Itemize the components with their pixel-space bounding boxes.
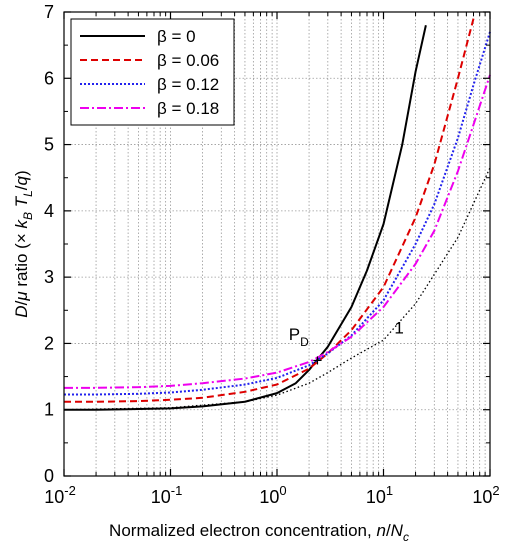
x-tick-label: 100 — [259, 483, 286, 507]
y-tick-label: 2 — [44, 333, 54, 353]
annotation-1: 1 — [394, 318, 403, 337]
y-tick-label: 7 — [44, 2, 54, 22]
series-line-0 — [64, 25, 427, 411]
ticks: 10-2 10-1 100 101 102 0 1 2 3 4 5 6 7 — [44, 2, 500, 507]
x-tick-label: 102 — [472, 483, 499, 507]
y-tick-label: 6 — [44, 68, 54, 88]
legend-label-1: β = 0.06 — [157, 51, 219, 70]
x-axis-label: Normalized electron concentration, n/Nc — [109, 521, 409, 544]
pd-marker: + — [313, 351, 323, 370]
annotations: +PD 1 — [289, 318, 404, 370]
x-tick-label: 10-2 — [44, 483, 76, 507]
y-tick-label: 1 — [44, 400, 54, 420]
y-tick-label: 4 — [44, 201, 54, 221]
series-line-4 — [63, 167, 491, 411]
y-tick-label: 5 — [44, 135, 54, 155]
y-axis-label: D/μ ratio (× kB TL/q) — [12, 170, 35, 317]
x-tick-label: 101 — [366, 483, 393, 507]
series-line-2 — [64, 31, 491, 396]
legend-label-2: β = 0.12 — [157, 75, 219, 94]
legend: β = 0 β = 0.06 β = 0.12 β = 0.18 — [70, 18, 235, 126]
axis-labels: Normalized electron concentration, n/Nc D… — [12, 170, 409, 544]
series-line-1 — [64, 18, 475, 403]
series-group — [63, 18, 491, 411]
annotation-pd: PD — [289, 325, 309, 349]
y-tick-label: 0 — [44, 466, 54, 486]
x-tick-label: 10-1 — [151, 483, 183, 507]
legend-label-3: β = 0.18 — [157, 99, 219, 118]
legend-label-0: β = 0 — [157, 27, 196, 46]
series-line-3 — [64, 74, 491, 389]
y-tick-label: 3 — [44, 267, 54, 287]
